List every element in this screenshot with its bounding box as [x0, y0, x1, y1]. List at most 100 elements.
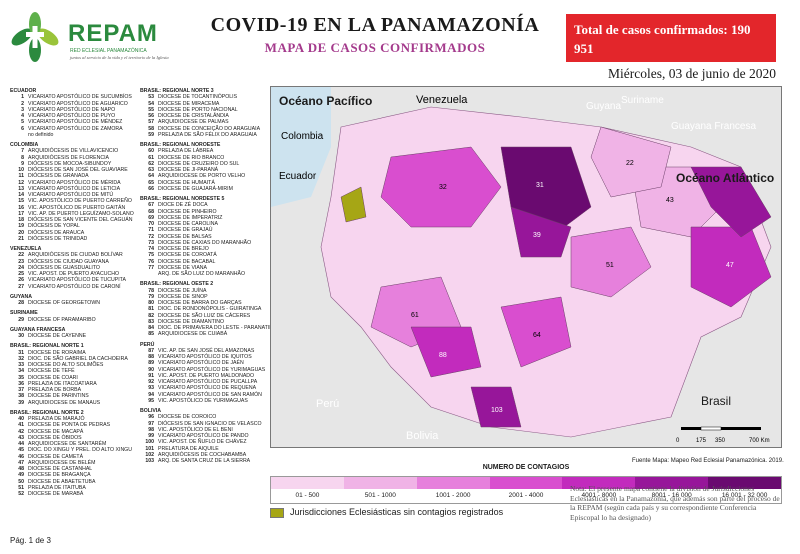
- region-label-47: 47: [726, 262, 734, 269]
- label-suriname: Suriname: [621, 95, 664, 106]
- jurisdiction-number: 91: [148, 372, 154, 379]
- legend-swatch: [708, 477, 782, 489]
- jurisdiction-item: 41 DIOCESE DE PONTA DE PEDRAS: [10, 422, 144, 428]
- jurisdiction-item: 77 DIOCESE DE VIANA: [140, 265, 270, 271]
- jurisdiction-item: 18 DIÓCESIS DE SAN VICENTE DEL CAGUÁN: [10, 217, 144, 223]
- repam-logo: REPAM RED ECLESIAL PANAMAZÓNICA juntos a…: [8, 10, 169, 66]
- jurisdiction-number: 55: [148, 106, 154, 113]
- jurisdiction-name: ARQUIDIOCESE DE CUIABÁ: [158, 331, 228, 338]
- jurisdiction-name: DIOCESE DE CRUZEIRO DO SUL: [158, 160, 240, 167]
- jurisdiction-item: 79 DIOCESE DE SINOP: [140, 294, 270, 300]
- jurisdiction-name: ARQUIDIÓCESIS DE COCHABAMBA: [158, 451, 247, 458]
- legend-bin: 2001 - 4000: [489, 477, 563, 503]
- jurisdiction-name: DIOCESE DE BARRA DO GARÇAS: [158, 300, 242, 306]
- jurisdiction-number: 12: [18, 179, 24, 186]
- jurisdiction-number: 42: [18, 428, 24, 435]
- label-venezuela: Venezuela: [416, 94, 468, 106]
- jurisdiction-number: 74: [148, 246, 154, 252]
- jurisdiction-name: DIOCESE DE PORTO NACIONAL: [158, 106, 238, 113]
- jurisdiction-number: 43: [18, 434, 24, 441]
- label-guyana: Guyana: [586, 101, 621, 112]
- jurisdiction-item: 63 DIOCESE DE JI-PARANÁ: [140, 167, 270, 173]
- jurisdiction-name: DIOCESE DE ÓBIDOS: [28, 434, 82, 441]
- jurisdiction-name: PRELAZIA DE BORBA: [28, 387, 82, 393]
- jurisdiction-number: 97: [148, 420, 154, 427]
- label-brasil: Brasil: [701, 394, 731, 408]
- jurisdiction-number: 7: [21, 148, 24, 155]
- jurisdiction-number: 24: [18, 264, 24, 271]
- jurisdiction-name: DIÓCESIS DE SAN IGNACIO DE VELASCO: [158, 420, 262, 427]
- country-heading: VENEZUELA: [10, 246, 42, 252]
- legend-bins: 01 - 500 501 - 1000 1001 - 2000 2001 - 4000…: [270, 476, 782, 504]
- jurisdiction-number: 100: [145, 439, 154, 446]
- jurisdiction-name: DIOCESE DE BALSAS: [158, 233, 212, 240]
- region-label-51: 51: [606, 262, 614, 269]
- jurisdiction-item: 87 VIC. AP. DE SAN JOSÉ DEL AMAZONAS: [140, 348, 270, 354]
- jurisdiction-item: 66 DIOCESE DE GUAJARÁ-MIRIM: [140, 186, 270, 192]
- jurisdiction-name: DIÓCESIS DE SAN VICENTE DEL CAGUÁN: [28, 217, 133, 223]
- jurisdiction-name: DIOCESE OF PARAMARIBO: [28, 316, 96, 323]
- jurisdiction-item: 67 DIOCE DE ZÉ DOCA: [140, 202, 270, 208]
- region-label-43: 43: [666, 197, 674, 204]
- jurisdiction-item: 44 ARQUIDIOCESE DE SANTARÉM: [10, 441, 144, 447]
- jurisdiction-item: 78 DIOCESE DE JUÍNA: [140, 288, 270, 294]
- jurisdiction-number: 72: [148, 233, 154, 240]
- jurisdiction-item: 70 DIOCESE DE CAROLINA: [140, 221, 270, 227]
- jurisdiction-item: 20 DIÓCESIS DE ARAUCA: [10, 230, 144, 236]
- jurisdiction-name: DIOCESE DE ABAETETUBA: [28, 478, 96, 485]
- jurisdiction-item: 98 VIC. APOSTÓLICO DE EL BENI: [140, 427, 270, 433]
- region-label-88: 88: [439, 352, 447, 359]
- jurisdiction-number: 10: [18, 167, 24, 173]
- jurisdiction-number: 8: [21, 154, 24, 161]
- jurisdiction-item: 59 PRELAZIA DE SÃO FÉLIX DO ARAGUAIA: [140, 132, 270, 138]
- jurisdiction-name: DIOCESE DE COROICO: [158, 414, 217, 421]
- jurisdiction-number: 27: [18, 283, 24, 290]
- jurisdiction-item: 83 DIOCESE DE DIAMANTINO: [140, 319, 270, 325]
- country-heading: PERÚ: [140, 341, 155, 348]
- jurisdiction-name: DIOCESE DE BRAGANÇA: [28, 472, 91, 479]
- jurisdiction-item: 12 VICARIATO APOSTÓLICO DE MÉRIDA: [10, 180, 144, 186]
- jurisdiction-item: 72 DIOCESE DE BALSAS: [140, 234, 270, 240]
- country-heading: BRASIL: REGIONAL NORTE 3: [140, 88, 214, 94]
- jurisdiction-item: 53 DIOCESE DE TOCANTINÓPOLIS: [140, 94, 270, 100]
- jurisdiction-number: 36: [18, 380, 24, 387]
- jurisdiction-item: 34 DIOCESE DE TEFÉ: [10, 368, 144, 374]
- jurisdiction-item: 2 VICARIATO APOSTÓLICO DE AGUARICO: [10, 101, 144, 107]
- legend-bin-label: 4001 - 8000: [562, 489, 636, 503]
- legend-swatch: [635, 477, 709, 489]
- region-label-61: 61: [411, 312, 419, 319]
- jurisdiction-number: 26: [18, 277, 24, 284]
- jurisdiction-number: 69: [148, 214, 154, 221]
- jurisdiction-name: DIÓCESIS DE TRINIDAD: [28, 235, 88, 242]
- jurisdiction-number: 2: [21, 100, 24, 107]
- jurisdiction-item: 81 DIOC. DE RONDONÓPOLIS - GUIRATINGA: [140, 306, 270, 312]
- jurisdiction-name: VICARIATO APOSTÓLICO DE SAN RAMÓN: [158, 391, 262, 398]
- jurisdiction-name: VICARIATO APOSTÓLICO DE REQUENA: [158, 385, 257, 392]
- country-heading: GUYANA: [10, 293, 33, 300]
- jurisdiction-name: DIOCESE DE TEFÉ: [28, 368, 75, 375]
- jurisdiction-item: 39 ARQUIDIOCESE DE MANAUS: [10, 400, 144, 406]
- jurisdiction-item: 33 DIOCESE DO ALTO SOLIMÕES: [10, 362, 144, 368]
- jurisdiction-list-right: BRASIL: REGIONAL NORTE 3 53 DIOCESE DE TOC…: [140, 88, 281, 464]
- jurisdiction-item: 48 DIOCESE DE CASTANHAL: [10, 466, 144, 472]
- report-date: Miércoles, 03 de junio de 2020: [608, 66, 776, 81]
- jurisdiction-name: VICARIATO APOSTÓLICO DE YURIMAGUAS: [158, 366, 266, 373]
- jurisdiction-item: 23 DIÓCESIS DE CIUDAD GUAYANA: [10, 259, 144, 265]
- jurisdiction-name: DIOCESE DE PINHEIRO: [158, 208, 217, 215]
- jurisdiction-name: DIOCESE DE PONTA DE PEDRAS: [28, 422, 111, 429]
- jurisdiction-number: 28: [18, 300, 24, 306]
- jurisdiction-name: PRELAZIA DE LÁBREA: [158, 148, 214, 155]
- scale-t1: 175: [696, 438, 707, 444]
- jurisdiction-item: 97 DIÓCESIS DE SAN IGNACIO DE VELASCO: [140, 421, 270, 427]
- jurisdiction-number: 62: [148, 160, 154, 167]
- jurisdiction-name: DIOCESE DE GRAJAÚ: [158, 227, 213, 234]
- jurisdiction-number: 75: [148, 252, 154, 259]
- jurisdiction-number: 50: [18, 478, 24, 485]
- total-cases: Total de casos confirmados: 190 951: [574, 22, 751, 56]
- country-heading: ECUADOR: [10, 88, 37, 94]
- jurisdiction-number: 78: [148, 287, 154, 294]
- jurisdiction-item: 6 VICARIATO APOSTÓLICO DE ZAMORA: [10, 126, 144, 132]
- jurisdiction-name: VIC. APOSTÓLICO DE YURIMAGUAS: [158, 397, 248, 404]
- jurisdiction-name: VICARIATO APOSTÓLICO DE PUYO: [28, 113, 116, 119]
- scale-bar: 0 175 350 700 Km: [676, 426, 770, 444]
